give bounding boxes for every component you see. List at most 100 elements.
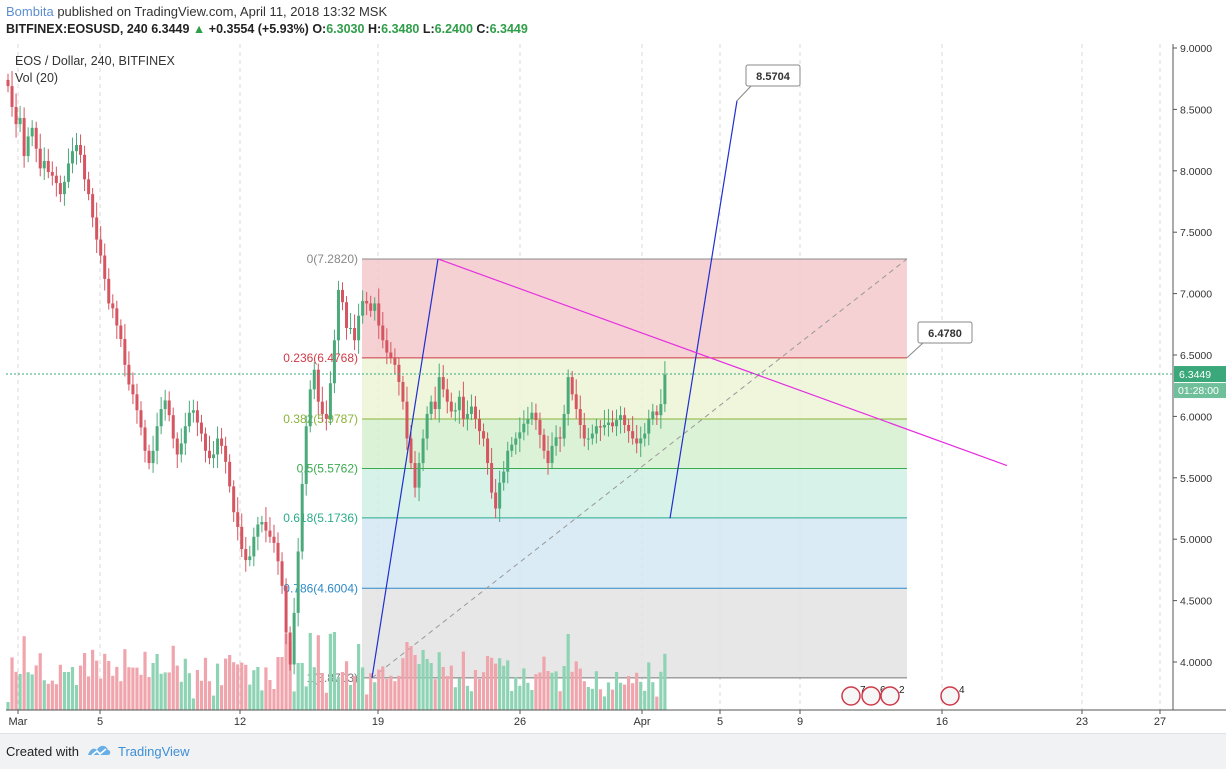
price-tick-label: 4.5000	[1180, 596, 1212, 608]
volume-bar	[103, 653, 107, 710]
volume-bar	[240, 662, 244, 710]
callout-label: 6.4780	[928, 328, 962, 340]
volume-bar	[655, 696, 659, 710]
candle-body	[18, 117, 22, 125]
chart-area[interactable]: 0(7.2820) 0.236(6.4768) 0.382(5.9787) 0.5(5…	[5, 42, 1226, 732]
volume-bar	[135, 667, 139, 710]
candle-body	[187, 412, 191, 427]
candle-body	[554, 437, 558, 446]
candle-body	[578, 409, 582, 425]
candle-body	[91, 194, 95, 218]
volume-bar	[538, 672, 542, 710]
volume-bar	[187, 673, 191, 710]
price-tick-label: 5.0000	[1180, 534, 1212, 546]
candle-body	[135, 394, 139, 411]
volume-bar	[594, 671, 598, 710]
candle-body	[361, 300, 365, 316]
candle-body	[357, 315, 361, 341]
volume-bar	[199, 680, 204, 710]
fib-zone	[362, 588, 907, 678]
volume-bar	[461, 651, 465, 710]
volume-bar	[207, 681, 212, 710]
volume-bar	[421, 650, 425, 710]
tradingview-logo-icon[interactable]	[86, 741, 112, 761]
candle-body	[340, 289, 344, 303]
candle-body	[465, 413, 469, 419]
price-tick-label: 6.0000	[1180, 411, 1212, 423]
time-tick-label: Mar	[9, 716, 28, 728]
candle-body	[58, 183, 62, 195]
time-tick-label: Apr	[633, 716, 650, 728]
candle-body	[308, 389, 312, 427]
candle-body	[490, 463, 494, 493]
fib-zone	[362, 517, 907, 589]
volume-bar	[268, 680, 272, 710]
volume-bar	[292, 691, 296, 710]
price-tick-label: 7.5000	[1180, 227, 1212, 239]
earnings-event-icon	[861, 686, 881, 706]
candle-body	[574, 394, 578, 410]
candle-body	[199, 422, 203, 434]
fib-zone	[362, 357, 907, 420]
volume-bar	[256, 667, 260, 710]
event-count: 2	[899, 685, 905, 696]
volume-bar	[10, 657, 14, 710]
volume-bar	[284, 633, 288, 710]
candle-body	[437, 377, 441, 410]
volume-bar	[498, 658, 502, 710]
candle-body	[586, 438, 590, 440]
candle-body	[119, 325, 123, 340]
volume-bar	[123, 649, 127, 710]
volume-bar	[74, 685, 79, 710]
candle-body	[131, 384, 135, 395]
volume-bar	[6, 702, 10, 710]
candle-body	[175, 438, 179, 455]
volume-bar	[413, 655, 417, 710]
candle-body	[75, 145, 79, 152]
event-count: 4	[959, 685, 965, 696]
candle-body	[433, 401, 437, 410]
candle-body	[514, 438, 518, 445]
tradingview-brand[interactable]: TradingView	[118, 744, 190, 759]
volume-bar	[369, 673, 373, 710]
candle-body	[546, 450, 550, 464]
volume-bar	[26, 672, 30, 710]
candle-body	[30, 127, 34, 137]
volume-bar	[38, 653, 42, 710]
volume-bar	[328, 633, 332, 710]
projection-trendline	[669, 100, 738, 519]
candle-body	[183, 426, 187, 444]
fib-level-label: 0.5(5.5762)	[297, 461, 358, 475]
close-value: 6.3449	[489, 22, 528, 36]
volume-bar	[631, 683, 635, 710]
volume-bar	[260, 690, 264, 710]
candle-body	[639, 438, 643, 444]
candle-body	[284, 585, 288, 633]
volume-bar	[494, 663, 498, 710]
volume-bar	[119, 681, 123, 710]
author-link[interactable]: Bombita	[6, 4, 54, 19]
candle-body	[429, 401, 433, 414]
candle-body	[570, 377, 574, 395]
volume-bar	[91, 649, 95, 710]
volume-bar	[477, 679, 482, 710]
volume-bar	[574, 661, 578, 710]
volume-bar	[340, 672, 345, 710]
volume-bar	[300, 663, 304, 710]
volume-bar	[332, 632, 337, 710]
candle-body	[111, 303, 115, 309]
volume-bar	[417, 664, 421, 710]
candle-body	[62, 181, 66, 195]
price-tick-label: 5.5000	[1180, 473, 1212, 485]
volume-bar	[361, 667, 365, 710]
fib-zone	[362, 258, 907, 358]
candle-body	[381, 325, 385, 341]
time-tick-label: 16	[936, 716, 948, 728]
volume-bar	[385, 679, 389, 710]
candle-body	[328, 383, 332, 419]
price-tick-label: 6.5000	[1180, 350, 1212, 362]
price-chart[interactable]: 0(7.2820) 0.236(6.4768) 0.382(5.9787) 0.5(5…	[5, 42, 1226, 732]
volume-bar	[530, 690, 534, 710]
candle-body	[256, 524, 260, 537]
volume-bar	[232, 662, 236, 710]
